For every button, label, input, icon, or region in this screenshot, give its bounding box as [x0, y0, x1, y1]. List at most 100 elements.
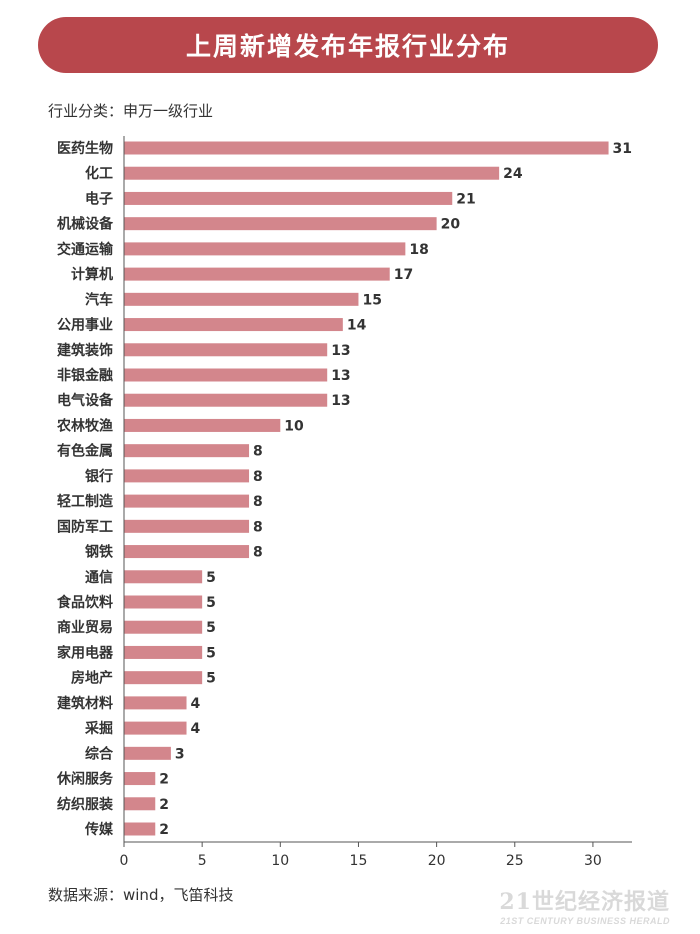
bar: [124, 721, 187, 735]
bar: [124, 191, 453, 205]
axes-group: 0 5 10 15 20 25 30: [120, 136, 632, 869]
category-label: 机械设备: [57, 216, 114, 233]
bar: [124, 822, 156, 836]
x-tick-label: 30: [584, 853, 602, 869]
data-label: 5: [206, 620, 216, 636]
data-label: 8: [253, 469, 263, 485]
category-label: 采掘: [84, 720, 113, 737]
category-label: 汽车: [85, 291, 113, 308]
data-label: 2: [159, 772, 169, 788]
data-label: 8: [253, 444, 263, 460]
bar: [124, 746, 171, 760]
category-label: 有色金属: [57, 443, 113, 460]
data-label: 5: [206, 645, 216, 661]
x-tick-label: 15: [350, 853, 368, 869]
x-tick-label: 25: [506, 853, 524, 869]
data-label: 31: [613, 141, 632, 157]
data-label: 5: [206, 595, 216, 611]
data-label: 5: [206, 570, 216, 586]
category-label: 建筑装饰: [57, 342, 113, 359]
category-label: 电子: [85, 190, 113, 207]
data-label: 10: [284, 418, 304, 434]
data-label: 15: [362, 292, 381, 308]
watermark-main: 21世纪经济报道: [499, 889, 670, 915]
category-label: 计算机: [71, 266, 113, 283]
bar: [124, 141, 609, 155]
bar: [124, 570, 203, 584]
bar: [124, 696, 187, 710]
watermark-logo: 21世纪经济报道 21ST CENTURY BUSINESS HERALD: [499, 884, 670, 926]
bar: [124, 620, 203, 634]
category-label: 商业贸易: [57, 619, 113, 636]
data-label: 13: [331, 343, 350, 359]
category-label: 化工: [85, 165, 113, 182]
x-tick-label: 5: [198, 853, 207, 869]
category-label: 农林牧渔: [56, 417, 113, 434]
data-label: 13: [331, 368, 350, 384]
bar: [124, 242, 406, 256]
chart-title: 上周新增发布年报行业分布: [185, 32, 510, 61]
category-label: 家用电器: [57, 644, 114, 661]
category-label: 非银金融: [57, 367, 113, 384]
bar: [124, 797, 156, 811]
data-label: 13: [331, 393, 350, 409]
category-label: 房地产: [71, 670, 113, 687]
bar: [124, 292, 359, 306]
bar: [124, 772, 156, 786]
category-label: 公用事业: [57, 317, 113, 334]
bar: [124, 519, 250, 533]
bar: [124, 418, 281, 432]
bar: [124, 595, 203, 609]
data-label: 4: [191, 696, 201, 712]
bar: [124, 267, 390, 281]
data-label: 8: [253, 494, 263, 510]
category-label: 综合: [85, 745, 114, 762]
category-label: 国防军工: [57, 518, 113, 535]
chart-subtitle: 行业分类：申万一级行业: [48, 102, 214, 120]
data-label: 20: [441, 217, 461, 233]
bar: [124, 343, 328, 357]
bar: [124, 645, 203, 659]
watermark-sub: 21ST CENTURY BUSINESS HERALD: [500, 916, 670, 926]
data-label: 8: [253, 545, 263, 561]
data-label: 14: [347, 318, 367, 334]
data-label: 21: [456, 191, 475, 207]
bar: [124, 545, 250, 559]
category-label: 休闲服务: [56, 771, 114, 788]
bar: [124, 217, 437, 231]
data-source: 数据来源：wind，飞笛科技: [48, 886, 234, 904]
bar: [124, 494, 250, 508]
category-label: 电气设备: [57, 392, 114, 409]
bar: [124, 444, 250, 458]
chart-title-banner: 上周新增发布年报行业分布: [38, 17, 658, 73]
bar: [124, 393, 328, 407]
category-label: 交通运输: [57, 241, 114, 258]
data-label: 24: [503, 166, 523, 182]
data-label: 18: [409, 242, 428, 258]
bar: [124, 469, 250, 483]
data-label: 17: [394, 267, 413, 283]
data-label: 8: [253, 519, 263, 535]
category-label: 食品饮料: [57, 594, 113, 611]
data-label: 2: [159, 822, 169, 838]
category-label: 通信: [85, 569, 113, 586]
x-tick-label: 0: [120, 853, 129, 869]
x-tick-label: 10: [271, 853, 289, 869]
bar: [124, 166, 500, 180]
category-label: 银行: [85, 468, 113, 485]
data-label: 4: [191, 721, 201, 737]
category-label: 纺织服装: [57, 796, 114, 813]
category-label: 传媒: [84, 821, 114, 838]
data-label: 2: [159, 797, 169, 813]
data-label: 5: [206, 671, 216, 687]
bar: [124, 368, 328, 382]
category-label: 钢铁: [85, 544, 113, 561]
category-label: 轻工制造: [57, 493, 113, 510]
x-tick-label: 20: [428, 853, 446, 869]
data-label: 3: [175, 746, 185, 762]
bar: [124, 671, 203, 685]
category-label: 建筑材料: [57, 695, 113, 712]
category-label: 医药生物: [57, 140, 113, 157]
